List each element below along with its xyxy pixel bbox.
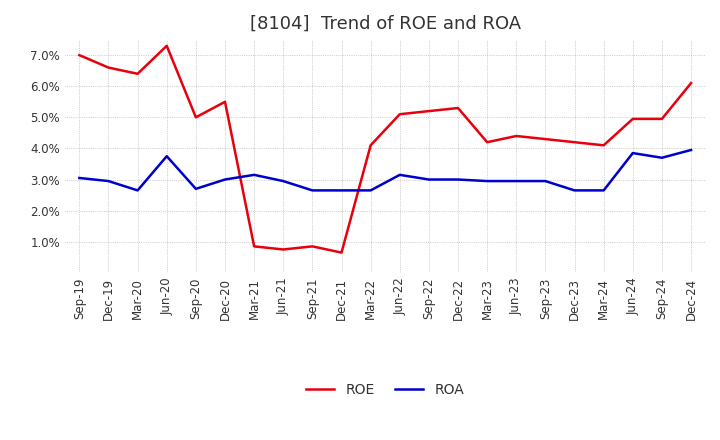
ROA [192, 186, 200, 191]
ROE [483, 139, 492, 145]
Line: ROA: ROA [79, 150, 691, 191]
ROE [337, 250, 346, 255]
ROA [512, 179, 521, 184]
ROE [366, 143, 375, 148]
ROE [192, 115, 200, 120]
ROA [570, 188, 579, 193]
ROA [541, 179, 550, 184]
ROE [163, 43, 171, 48]
ROE [425, 109, 433, 114]
ROE [395, 112, 404, 117]
Title: [8104]  Trend of ROE and ROA: [8104] Trend of ROE and ROA [250, 15, 521, 33]
ROA [366, 188, 375, 193]
ROA [483, 179, 492, 184]
ROE [75, 52, 84, 58]
ROE [250, 244, 258, 249]
ROA [220, 177, 229, 182]
ROA [629, 150, 637, 156]
ROA [133, 188, 142, 193]
ROA [657, 155, 666, 161]
ROA [687, 147, 696, 153]
ROA [425, 177, 433, 182]
Line: ROE: ROE [79, 46, 691, 253]
ROA [395, 172, 404, 177]
ROE [541, 136, 550, 142]
ROE [570, 139, 579, 145]
ROA [104, 179, 113, 184]
ROA [250, 172, 258, 177]
ROA [308, 188, 317, 193]
ROE [104, 65, 113, 70]
ROE [308, 244, 317, 249]
ROE [657, 116, 666, 121]
ROE [687, 81, 696, 86]
ROE [279, 247, 287, 252]
ROE [454, 105, 462, 110]
ROE [629, 116, 637, 121]
ROA [599, 188, 608, 193]
ROA [75, 175, 84, 180]
ROA [454, 177, 462, 182]
ROA [163, 154, 171, 159]
ROA [279, 179, 287, 184]
ROE [512, 133, 521, 139]
Legend: ROE, ROA: ROE, ROA [301, 378, 469, 403]
ROA [337, 188, 346, 193]
ROE [599, 143, 608, 148]
ROE [220, 99, 229, 104]
ROE [133, 71, 142, 77]
